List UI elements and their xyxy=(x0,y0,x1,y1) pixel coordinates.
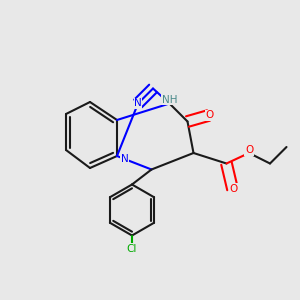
Text: NH: NH xyxy=(162,95,177,105)
Text: O: O xyxy=(245,145,253,155)
Text: O: O xyxy=(206,110,214,121)
Text: N: N xyxy=(121,154,128,164)
Text: Cl: Cl xyxy=(127,244,137,254)
Text: N: N xyxy=(134,98,142,109)
Text: O: O xyxy=(230,184,238,194)
